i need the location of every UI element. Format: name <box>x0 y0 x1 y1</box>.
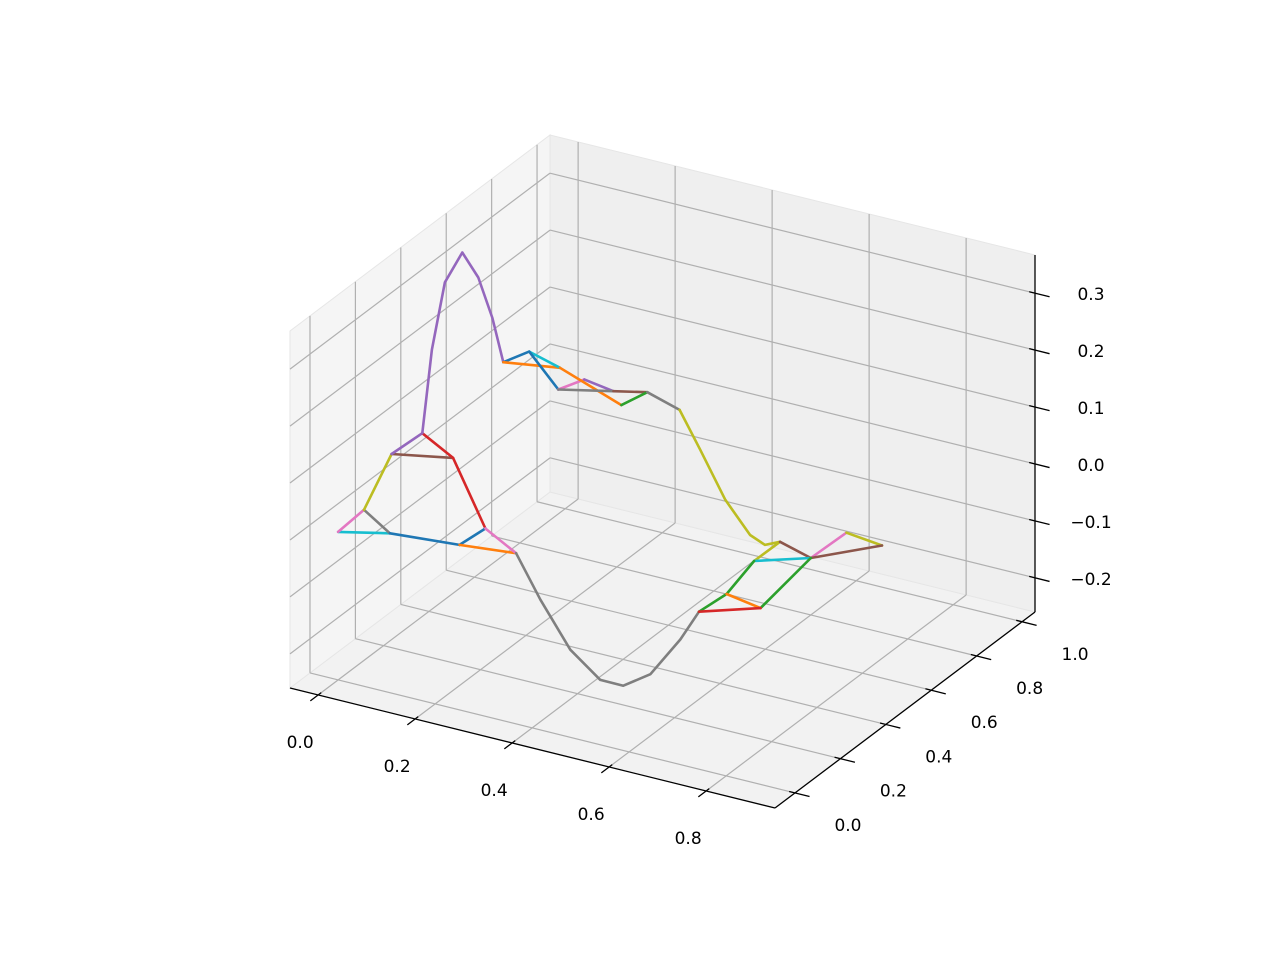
x-tick <box>503 740 516 750</box>
line-segment <box>501 360 562 370</box>
z-tick-label: 0.3 <box>1077 285 1104 305</box>
grid-line <box>705 594 967 792</box>
line-segment <box>388 531 461 547</box>
x-tick-label: 0.2 <box>384 757 411 777</box>
line-segment <box>752 540 782 563</box>
y-axis-line <box>774 611 1036 809</box>
grid-line <box>289 229 551 427</box>
x-tick <box>406 716 419 726</box>
y-tick-label: 0.6 <box>971 713 998 733</box>
line-segment <box>556 388 615 393</box>
x-tick <box>697 788 710 798</box>
line-segment <box>620 390 649 407</box>
grid-line <box>549 457 1036 579</box>
grid-line <box>317 498 579 696</box>
line-segment <box>420 251 505 435</box>
line-segment <box>612 389 649 394</box>
y-tick-label: 0.0 <box>834 816 861 836</box>
grid-line <box>608 570 870 768</box>
line-segment <box>390 452 455 460</box>
z-tick <box>1029 291 1050 298</box>
line-segment <box>697 606 762 614</box>
grid-line <box>414 522 676 720</box>
y-tick <box>879 722 901 729</box>
z-tick <box>1029 461 1050 469</box>
grid-line <box>511 546 773 744</box>
x-tick-label: 0.0 <box>287 733 314 753</box>
y-tick <box>970 653 992 661</box>
grid-line <box>289 286 551 484</box>
line-segment <box>336 530 392 535</box>
line-segment <box>362 508 392 535</box>
line-segment <box>458 527 487 547</box>
grid-line <box>309 672 796 794</box>
line-segment <box>778 540 813 560</box>
line-segment <box>809 531 848 560</box>
grid-line <box>549 229 1036 351</box>
x-axis-line <box>289 687 776 809</box>
y-tick <box>834 756 856 763</box>
line-segment <box>420 431 487 530</box>
line-segment <box>336 508 366 534</box>
line-segment <box>752 556 813 563</box>
line-segment <box>527 350 560 391</box>
grid-line <box>400 603 886 726</box>
grid-line <box>289 400 551 598</box>
grid-line <box>549 343 1036 465</box>
z-tick <box>1029 404 1050 412</box>
line-segment <box>678 408 782 547</box>
z-tick <box>1029 518 1050 526</box>
line-segment <box>458 543 518 555</box>
x-tick-label: 0.4 <box>481 781 508 801</box>
line-segment <box>514 551 701 688</box>
line-segment <box>845 531 884 547</box>
y-tick-label: 0.2 <box>880 782 907 802</box>
line-segment <box>645 390 681 412</box>
y-tick <box>925 688 946 695</box>
line-segment <box>527 350 562 370</box>
grid-line <box>289 343 551 541</box>
line-segment <box>501 350 531 364</box>
grid-line <box>549 400 1036 522</box>
z-tick-label: −0.1 <box>1070 513 1111 533</box>
line-segment <box>809 544 884 560</box>
line-segment <box>362 452 393 512</box>
x-tick <box>309 692 322 702</box>
line-segment <box>725 592 762 610</box>
line-segment <box>582 378 615 393</box>
y-tick <box>789 790 810 798</box>
grid-line <box>289 172 551 370</box>
grid-line <box>289 457 551 655</box>
z-tick-label: −0.2 <box>1070 570 1111 590</box>
x-tick-label: 0.8 <box>675 829 702 849</box>
line-segment <box>759 556 813 610</box>
z-tick <box>1029 575 1050 583</box>
line-segment <box>558 366 623 407</box>
z-tick <box>1029 348 1050 355</box>
line-segment <box>484 527 518 555</box>
x-tick-label: 0.6 <box>578 805 605 825</box>
z-tick-label: 0.0 <box>1077 456 1104 476</box>
y-tick-label: 1.0 <box>1062 645 1089 665</box>
grid-line <box>446 569 932 691</box>
grid-line <box>536 501 1023 623</box>
grid-line <box>355 638 841 760</box>
z-tick-label: 0.1 <box>1077 399 1104 419</box>
y-tick <box>1016 619 1037 626</box>
x-tick <box>600 764 613 774</box>
y-tick-label: 0.8 <box>1016 679 1043 699</box>
grid-line <box>549 172 1036 294</box>
grid-line <box>549 286 1036 408</box>
z-tick-label: 0.2 <box>1077 342 1104 362</box>
y-tick-label: 0.4 <box>925 747 952 767</box>
line-segment <box>390 431 424 456</box>
